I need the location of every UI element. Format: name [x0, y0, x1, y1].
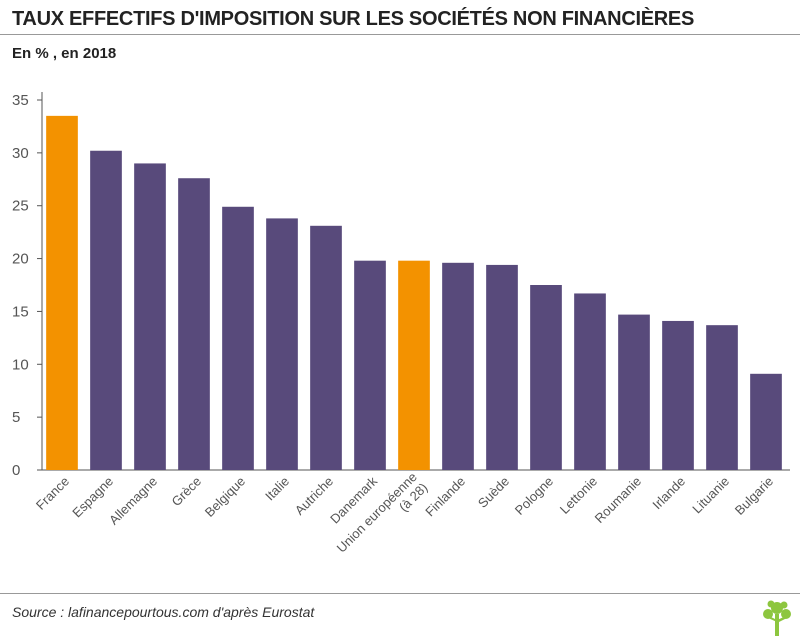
bar — [618, 314, 650, 470]
chart-subtitle: En % , en 2018 — [12, 45, 117, 62]
footer-divider — [0, 593, 800, 594]
y-tick-label: 0 — [12, 462, 20, 479]
bar — [354, 260, 386, 470]
x-tick-label: Autriche — [292, 474, 336, 518]
x-tick-label: Belgique — [202, 474, 248, 520]
y-tick-label: 15 — [12, 303, 29, 320]
bar — [750, 373, 782, 470]
y-tick-label: 5 — [12, 409, 20, 426]
bar — [530, 285, 562, 470]
y-tick-label: 10 — [12, 356, 29, 373]
chart-title: TAUX EFFECTIFS D'IMPOSITION SUR LES SOCI… — [12, 8, 694, 30]
x-tick-label: Italie — [262, 474, 292, 504]
x-tick-label: Allemagne — [106, 474, 160, 528]
bar — [486, 264, 518, 470]
bar — [706, 325, 738, 470]
title-divider — [0, 34, 800, 35]
x-tick-label: Finlande — [422, 474, 468, 520]
x-tick-label: Grèce — [168, 474, 204, 510]
bar — [442, 262, 474, 470]
bar — [90, 150, 122, 470]
bar — [134, 163, 166, 470]
x-tick-label: France — [33, 474, 72, 513]
x-tick-label: Pologne — [512, 474, 556, 518]
x-tick-label: Lituanie — [689, 474, 732, 517]
x-tick-label: Union européenne(à 28) — [334, 469, 431, 566]
y-tick-label: 35 — [12, 92, 29, 109]
bar — [398, 260, 430, 470]
x-tick-label: Bulgarie — [732, 474, 776, 518]
x-tick-label: Irlande — [649, 474, 688, 513]
bar — [662, 320, 694, 470]
x-tick-label: Suède — [475, 474, 512, 511]
y-tick-label: 25 — [12, 198, 29, 215]
bar — [46, 115, 78, 470]
tree-icon — [763, 600, 791, 636]
x-tick-label: Roumanie — [592, 474, 645, 527]
bar — [178, 178, 210, 470]
source-note: Source : lafinancepourtous.com d'après E… — [12, 604, 315, 620]
bar — [222, 206, 254, 470]
bar — [574, 293, 606, 470]
y-tick-label: 20 — [12, 251, 29, 268]
bar — [266, 218, 298, 470]
bar — [310, 225, 342, 470]
x-tick-label: Lettonie — [557, 474, 600, 517]
y-tick-label: 30 — [12, 145, 29, 162]
